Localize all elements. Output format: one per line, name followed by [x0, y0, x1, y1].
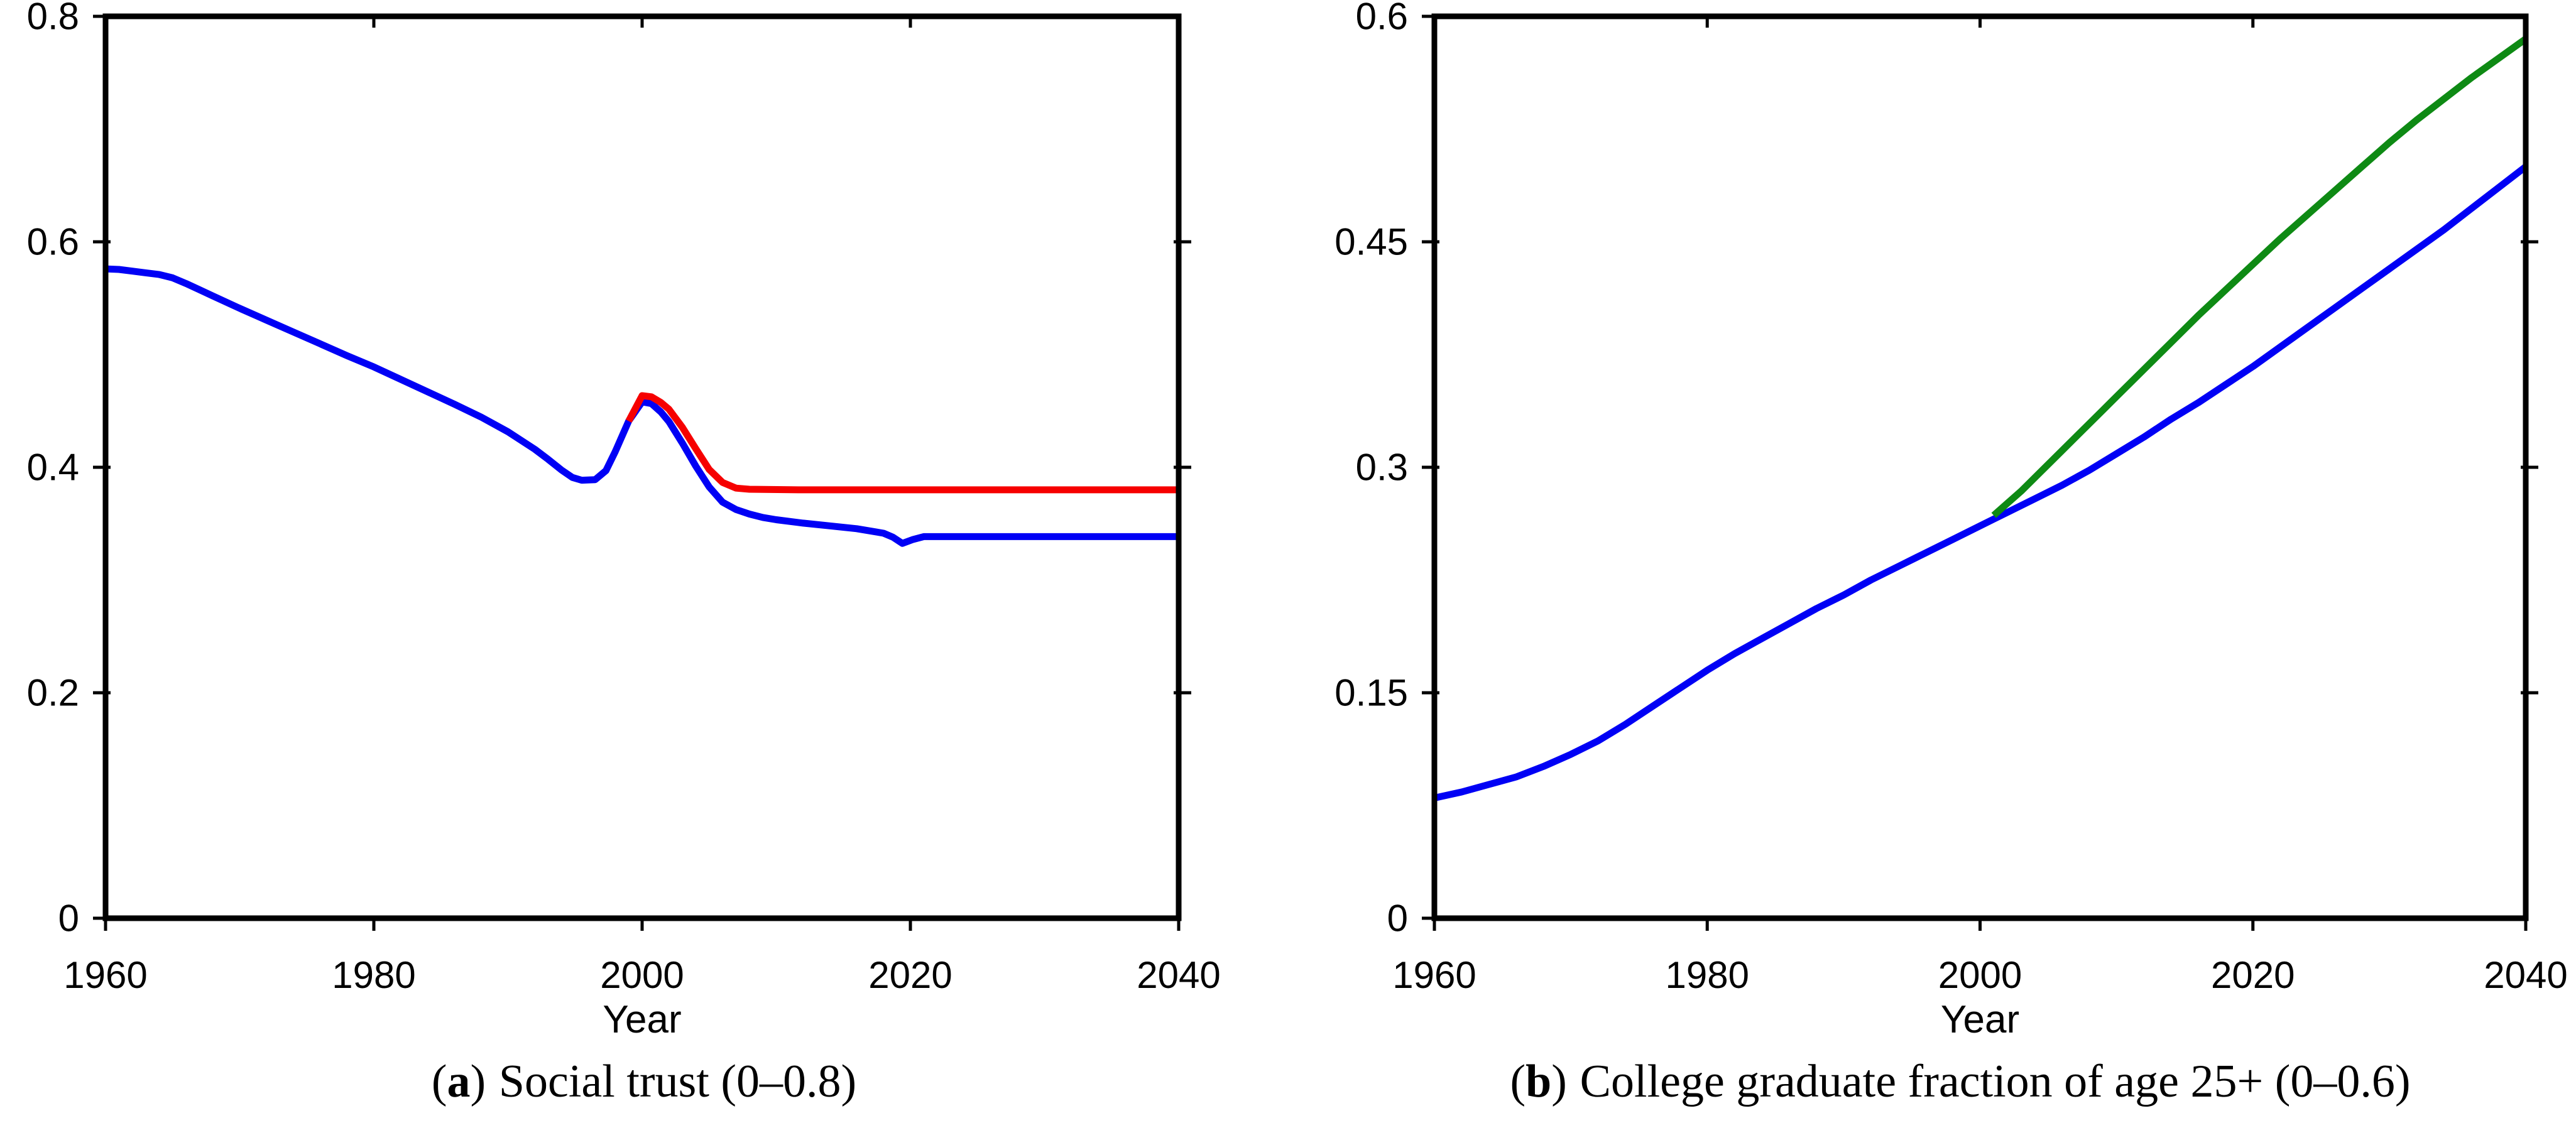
x-tick-label: 2020 [868, 954, 952, 996]
x-tick-label: 2040 [1137, 954, 1220, 996]
caption-b-tag: (b) [1510, 1056, 1567, 1107]
series-line-social-trust-scenario-red [625, 392, 1179, 494]
chart-social-trust: 1960 1980 2000 2020 2040 0 0.2 0.4 0.6 0.8 Year [27, 0, 1221, 1041]
y-tick-label: 0.6 [27, 221, 79, 263]
x-axis-title: Year [1941, 998, 2019, 1041]
caption-a-text: Social trust (0–0.8) [498, 1056, 857, 1107]
caption-a-letter: a [447, 1056, 471, 1107]
caption-a: (a) Social trust (0–0.8) [0, 1054, 1288, 1123]
caption-b-text: College graduate fraction of age 25+ (0–… [1580, 1056, 2411, 1107]
caption-a-tag: (a) [431, 1056, 486, 1107]
series-line-social-trust-baseline-blue [105, 265, 1179, 547]
y-tick-label: 0.6 [1356, 0, 1408, 38]
x-tick-label: 1960 [1392, 954, 1476, 996]
x-tick-label: 1960 [63, 954, 147, 996]
plot-border [1431, 13, 2529, 921]
plot-border [102, 13, 1182, 921]
x-tick-label: 1980 [1666, 954, 1749, 996]
y-tick-label: 0.4 [27, 447, 79, 489]
x-axis-title: Year [603, 998, 681, 1041]
caption-b-letter: b [1525, 1056, 1552, 1107]
y-tick-label: 0.3 [1356, 447, 1408, 489]
y-tick-label: 0.45 [1334, 221, 1408, 263]
x-tick-label: 2020 [2211, 954, 2295, 996]
series-line-college-fraction-baseline-blue [1433, 163, 2528, 801]
y-tick-label: 0.8 [27, 0, 79, 38]
caption-b: (b) College graduate fraction of age 25+ … [1332, 1054, 2576, 1123]
x-tick-label: 2000 [1938, 954, 2022, 996]
series-line-college-fraction-scenario-green [1991, 36, 2528, 518]
y-tick-label: 0.15 [1334, 672, 1408, 714]
y-tick-label: 0.2 [27, 672, 79, 714]
x-tick-label: 2000 [600, 954, 684, 996]
chart-college-graduate-fraction: 1960 1980 2000 2020 2040 0 0.15 0.3 0.45 0.6 Year [1334, 0, 2568, 1041]
x-tick-label: 1980 [332, 954, 415, 996]
y-tick-label: 0 [58, 898, 79, 940]
x-tick-label: 2040 [2484, 954, 2567, 996]
y-tick-label: 0 [1387, 898, 1408, 940]
